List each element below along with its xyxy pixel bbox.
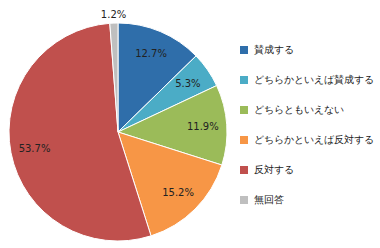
svg-text:1.2%: 1.2% [101,9,126,20]
html-text:どちらともいえない: どちらともいえない [254,104,344,115]
html-text:どちらかといえば反対する: どちらかといえば反対する [254,134,374,145]
svg-text:12.7%: 12.7% [135,48,167,59]
svg-text:15.2%: 15.2% [162,187,194,198]
html-text:賛成する: 賛成する [254,44,294,55]
svg-text:5.3%: 5.3% [175,78,200,89]
html-text:無回答: 無回答 [254,194,284,205]
svg-text:53.7%: 53.7% [19,143,51,154]
html-text:反対する: 反対する [254,164,294,175]
html-text:どちらかといえば賛成する: どちらかといえば賛成する [254,74,374,85]
svg-text:11.9%: 11.9% [187,121,219,132]
